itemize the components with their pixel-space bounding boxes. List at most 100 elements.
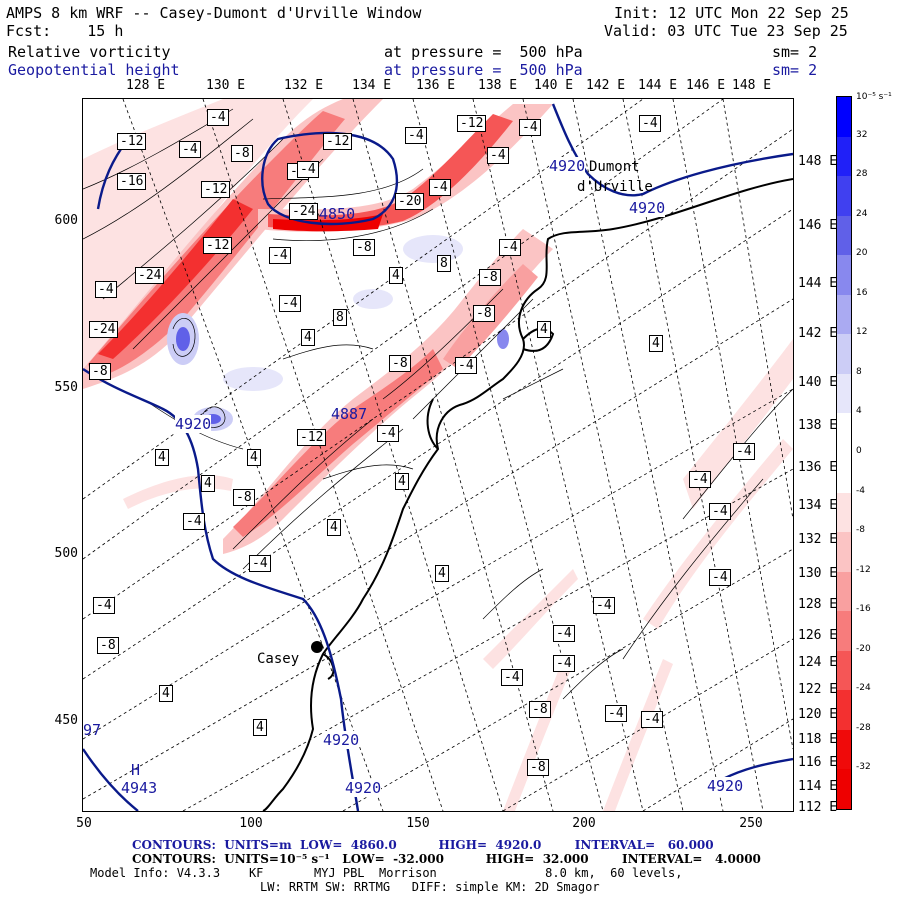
vorticity-contour-label: -8 (97, 637, 119, 654)
vorticity-contour-label: 4 (327, 519, 341, 536)
vorticity-contour-label: -4 (553, 625, 575, 642)
right-lon-label: 120 E (798, 707, 838, 722)
colorbar-segment (837, 690, 851, 731)
right-lon-label: 134 E (798, 498, 838, 513)
vorticity-contour-label: -8 (473, 305, 495, 322)
vorticity-contour-label: -8 (89, 363, 111, 380)
top-lon-label: 148 E (732, 78, 772, 93)
vorticity-contour-label: -4 (405, 127, 427, 144)
field1-name: Relative vorticity (8, 43, 171, 61)
vorticity-contour-label: 4 (301, 329, 315, 346)
top-lon-label: 132 E (284, 78, 324, 93)
vorticity-contour-label: -4 (179, 141, 201, 158)
right-lon-label: 116 E (798, 755, 838, 770)
vorticity-contour-label: 4 (537, 321, 551, 338)
colorbar-tick: -20 (856, 643, 871, 654)
colorbar-tick: -12 (856, 564, 871, 575)
vorticity-contour-label: -8 (233, 489, 255, 506)
height-contour-label: 4920 (175, 415, 212, 433)
vorticity-contour-label: 4 (201, 475, 215, 492)
height-max-label: 4943 (121, 779, 158, 797)
colorbar-segment (837, 97, 851, 138)
colorbar-segment (837, 532, 851, 573)
vorticity-contour-label: 4 (159, 685, 173, 702)
vorticity-contour-label: 4 (389, 267, 403, 284)
vorticity-contour-label: -4 (605, 705, 627, 722)
vorticity-contour-label: -12 (323, 133, 353, 150)
vorticity-contour-info: CONTOURS: UNITS=10⁻⁵ s⁻¹ LOW= -32.000 HI… (132, 852, 761, 866)
height-contour-info: CONTOURS: UNITS=m LOW= 4860.0 HIGH= 4920… (132, 838, 714, 852)
y-tick-label: 450 (54, 713, 78, 728)
vorticity-contour-label: -16 (117, 173, 147, 190)
vorticity-contour-label: -4 (487, 147, 509, 164)
valid-time: Valid: 03 UTC Tue 23 Sep 25 (604, 22, 848, 40)
vorticity-contour-label: -8 (529, 701, 551, 718)
colorbar-segment (837, 294, 851, 335)
x-tick-label: 200 (572, 816, 596, 831)
colorbar-tick: 28 (856, 169, 868, 180)
right-lon-label: 128 E (798, 597, 838, 612)
colorbar-segment (837, 769, 851, 810)
top-lon-label: 128 E (126, 78, 166, 93)
vorticity-contour-label: -4 (249, 555, 271, 572)
height-min-label: 4887 (331, 405, 368, 423)
vorticity-contour-label: -12 (117, 133, 147, 150)
vorticity-contour-label: -8 (479, 269, 501, 286)
colorbar-tick: 16 (856, 287, 868, 298)
high-pressure-marker: H (131, 761, 141, 779)
colorbar-tick: -8 (856, 525, 865, 536)
colorbar-tick: 24 (856, 208, 868, 219)
vorticity-contour-label: -4 (183, 513, 205, 530)
vorticity-contour-label: -4 (499, 239, 521, 256)
right-lon-label: 126 E (798, 628, 838, 643)
vorticity-contour-label: -4 (593, 597, 615, 614)
y-tick-label: 600 (54, 213, 78, 228)
colorbar-segment (837, 334, 851, 375)
model-physics-line: LW: RRTM SW: RRTMG DIFF: simple KM: 2D S… (260, 880, 600, 894)
right-lon-label: 144 E (798, 276, 838, 291)
place-label-durville: d'Urville (577, 179, 653, 195)
colorbar-segment (837, 255, 851, 296)
right-lon-label: 142 E (798, 326, 838, 341)
vorticity-contour-label: -4 (279, 295, 301, 312)
vorticity-contour-label: -4 (297, 161, 319, 178)
colorbar-unit: 10⁻⁵ s⁻¹ (856, 92, 892, 102)
colorbar-tick: 4 (856, 406, 862, 417)
field2-smoothing: sm= 2 (772, 61, 818, 79)
top-lon-label: 142 E (586, 78, 626, 93)
vorticity-contour-label: -4 (641, 711, 663, 728)
colorbar-segment (837, 729, 851, 770)
forecast-hour: Fcst: 15 h (6, 22, 124, 40)
chart-title: AMPS 8 km WRF -- Casey-Dumont d'Urville … (6, 4, 422, 22)
colorbar-tick: 0 (856, 446, 862, 456)
height-contour-label: 4920 (323, 731, 360, 749)
colorbar-tick: -32 (856, 762, 871, 773)
colorbar-tick: 12 (856, 327, 868, 338)
vorticity-contour-label: -4 (207, 109, 229, 126)
colorbar-segment (837, 650, 851, 691)
top-lon-label: 146 E (686, 78, 726, 93)
vorticity-contour-label: -4 (429, 179, 451, 196)
field2-level: at pressure = 500 hPa (384, 61, 583, 79)
top-lon-label: 140 E (534, 78, 574, 93)
right-lon-label: 136 E (798, 460, 838, 475)
right-lon-label: 118 E (798, 732, 838, 747)
colorbar-tick: 32 (856, 129, 868, 140)
model-info-line: Model Info: V4.3.3 KF MYJ PBL Morrison 8… (90, 866, 683, 880)
top-lon-label: 138 E (478, 78, 518, 93)
vorticity-contour-label: -4 (93, 597, 115, 614)
right-lon-label: 138 E (798, 418, 838, 433)
right-lon-label: 130 E (798, 566, 838, 581)
vorticity-contour-label: -12 (201, 181, 231, 198)
colorbar-tick: -4 (856, 485, 865, 496)
field1-level: at pressure = 500 hPa (384, 43, 583, 61)
colorbar-segment (837, 413, 851, 454)
vorticity-contour-label: 4 (649, 335, 663, 352)
height-contour-label: 4920 (549, 157, 586, 175)
vorticity-contour-label: -20 (395, 193, 425, 210)
height-contour-label: 97 (83, 721, 102, 739)
y-tick-label: 550 (54, 380, 78, 395)
height-contour-label: 4920 (629, 199, 666, 217)
vorticity-contour-label: 8 (333, 309, 347, 326)
vorticity-contour-label: -4 (95, 281, 117, 298)
